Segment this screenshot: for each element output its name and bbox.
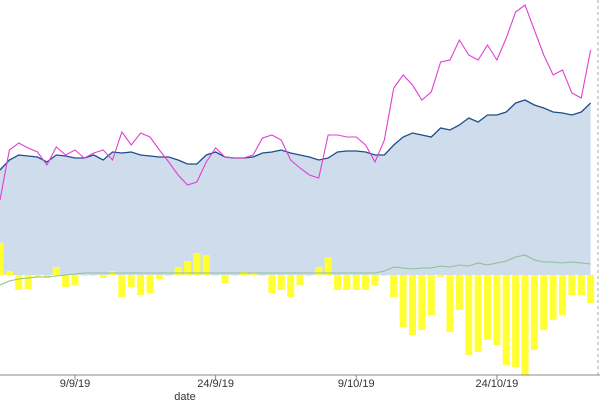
bar [493,275,501,345]
bar [343,275,351,290]
bar [127,275,135,287]
bar [202,255,210,275]
bar [483,275,492,340]
bar [502,275,510,365]
plot-area [0,4,595,375]
bar [137,275,145,295]
bar [324,257,332,275]
bar [24,275,32,289]
bar [521,275,529,375]
x-tick-label: 24/9/19 [197,378,234,390]
bar [558,275,567,315]
bar [212,275,220,276]
bar [80,275,88,276]
bar [437,275,445,277]
bar [587,275,595,303]
line [0,4,592,201]
x-tick-label: 9/10/19 [338,378,375,390]
bar [146,275,154,293]
bar [258,275,267,276]
bar [530,275,538,350]
bar [90,275,98,276]
bar [577,275,585,295]
bar [418,275,426,330]
x-axis-label: date [174,391,195,403]
bar [221,275,229,283]
bar [474,275,482,352]
bar [333,275,342,290]
bar [512,275,520,367]
bar [455,275,463,310]
bar [446,275,454,332]
bar [62,275,70,287]
bar [305,275,313,276]
x-tick-label: 24/10/19 [475,378,518,390]
bar [287,275,295,297]
bar [568,275,576,295]
bar [371,275,379,285]
bar [352,275,360,290]
area [0,100,591,275]
bar [15,275,23,290]
bar [5,271,13,275]
bar [33,275,42,277]
bar [0,243,4,275]
x-tick-label: 9/9/19 [60,378,91,390]
bar [408,275,417,335]
bar [399,275,407,327]
bar [99,275,107,278]
bar [71,275,79,285]
bar [390,275,398,297]
bar [315,267,323,275]
bar [549,275,557,320]
bar [249,273,257,275]
bar [230,275,238,276]
bar [165,275,173,276]
bar [174,267,182,275]
area-line [0,99,592,171]
bar [183,261,192,275]
bar [380,275,388,276]
bar [277,275,285,290]
bar [427,275,435,315]
bar [465,275,473,355]
bar [52,267,60,275]
bar [540,275,548,330]
bar [296,275,304,285]
bar [155,275,163,279]
bar [362,275,370,290]
line [0,254,591,286]
bar [118,275,126,297]
bar [193,253,201,275]
bar [268,275,276,293]
